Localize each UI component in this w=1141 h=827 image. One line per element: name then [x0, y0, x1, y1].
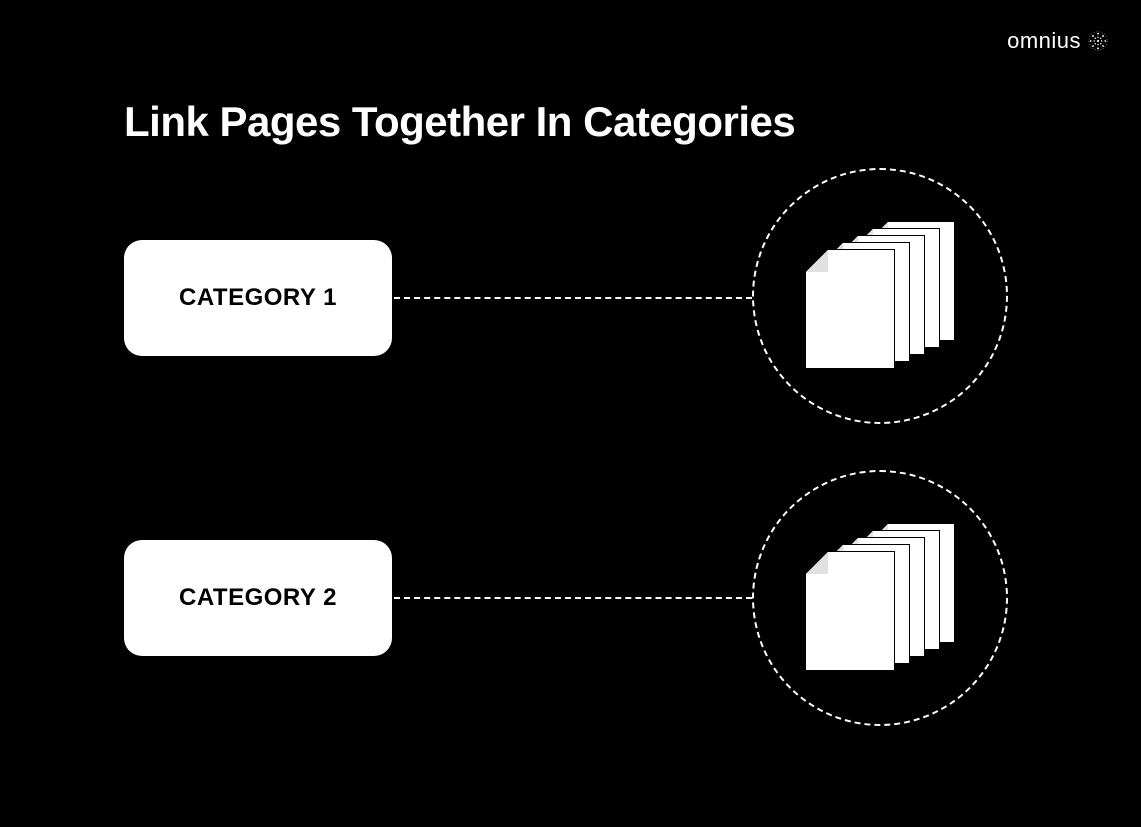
category-box-2: CATEGORY 2 — [124, 540, 392, 656]
diagram-row: CATEGORY 2 — [124, 540, 752, 656]
category-2-label: CATEGORY 2 — [179, 584, 337, 612]
dashed-circle-icon — [752, 168, 1008, 424]
pages-cluster-2 — [752, 470, 1008, 726]
pages-stack-icon — [805, 523, 955, 673]
connector-line-1 — [394, 297, 752, 299]
dashed-circle-icon — [752, 470, 1008, 726]
brand-globe-icon — [1087, 30, 1109, 52]
page-icon — [805, 249, 895, 369]
category-1-label: CATEGORY 1 — [179, 284, 337, 312]
pages-cluster-1 — [752, 168, 1008, 424]
category-box-1: CATEGORY 1 — [124, 240, 392, 356]
diagram-row: CATEGORY 1 — [124, 240, 752, 356]
connector-line-2 — [394, 597, 752, 599]
page-title: Link Pages Together In Categories — [124, 98, 795, 146]
brand-text: omnius — [1007, 28, 1081, 54]
page-icon — [805, 551, 895, 671]
pages-stack-icon — [805, 221, 955, 371]
brand-logo: omnius — [1007, 28, 1109, 54]
